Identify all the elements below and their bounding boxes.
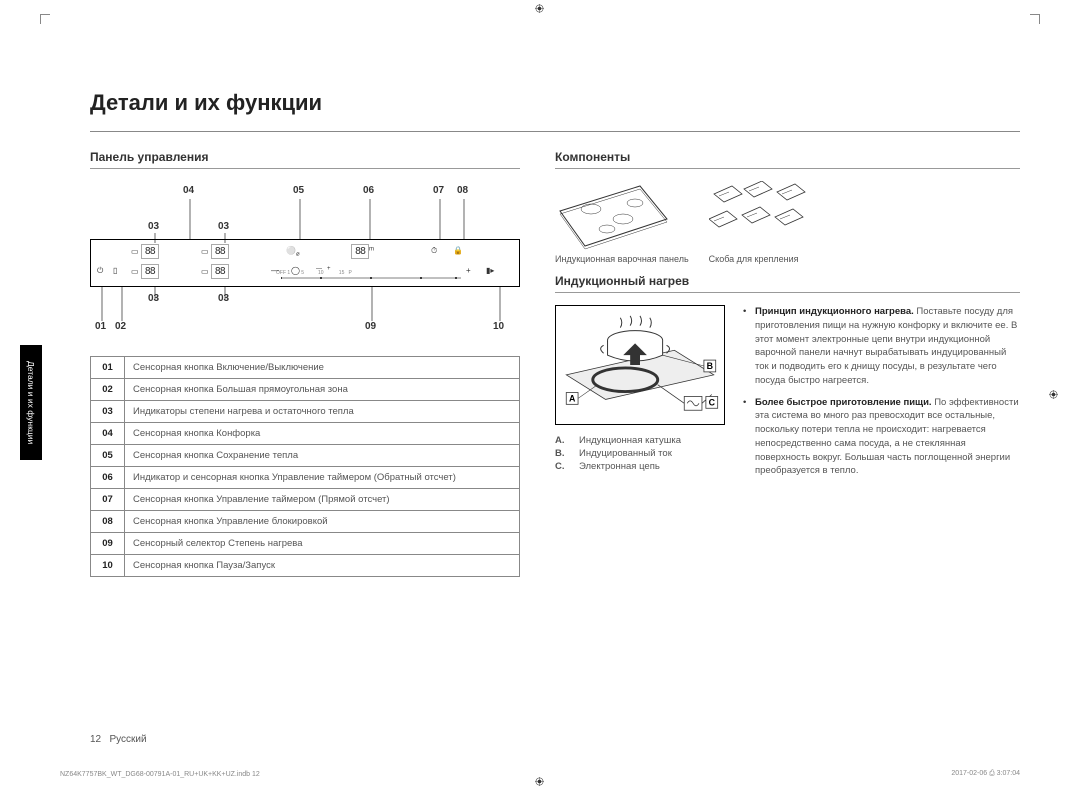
crop-mark-icon (1049, 390, 1058, 399)
legend-row: B. Индуцированный ток (555, 448, 725, 459)
table-desc: Сенсорная кнопка Большая прямоугольная з… (125, 379, 520, 401)
table-num: 10 (91, 555, 125, 577)
panel-outline: ▭ 88 ▭ 88 ⚪⌀ 88m ⏱ 🔒 ⏻ ▯ ▭ 88 ▭ 88 ◯ — + (90, 239, 520, 287)
callout-07: 07 (433, 185, 444, 196)
footer-meta-right: 2017-02-06 ⎙ 3:07:04 (951, 770, 1020, 778)
table-row: 07Сенсорная кнопка Управление таймером (… (91, 489, 520, 511)
table-desc: Индикаторы степени нагрева и остаточного… (125, 401, 520, 423)
table-desc: Сенсорная кнопка Управление блокировкой (125, 511, 520, 533)
induction-diagram: A B C A. Индукционная катушка B. Индуцирова… (555, 305, 725, 486)
table-num: 01 (91, 357, 125, 379)
induction-legend: A. Индукционная катушка B. Индуцированный т… (555, 435, 725, 472)
components-heading: Компоненты (555, 150, 1020, 169)
legend-key: A. (555, 435, 569, 446)
induction-bullet: Принцип индукционного нагрева. Поставьте… (743, 305, 1020, 388)
table-row: 09Сенсорный селектор Степень нагрева (91, 533, 520, 555)
control-panel-table: 01Сенсорная кнопка Включение/Выключение0… (90, 356, 520, 577)
bullet-text: Поставьте посуду для приготовления пищи … (755, 306, 1017, 386)
page-footer: 12 Русский (90, 734, 147, 745)
legend-val: Индуцированный ток (579, 448, 672, 459)
callout-03c: 03 (148, 293, 159, 304)
svg-text:B: B (707, 361, 713, 371)
legend-key: C. (555, 461, 569, 472)
table-num: 06 (91, 467, 125, 489)
crop-mark-icon (535, 777, 544, 786)
callout-01: 01 (95, 321, 106, 332)
table-row: 03Индикаторы степени нагрева и остаточно… (91, 401, 520, 423)
table-row: 06Индикатор и сенсорная кнопка Управлени… (91, 467, 520, 489)
callout-10: 10 (493, 321, 504, 332)
footer-meta-left: NZ64K7757BK_WT_DG68-00791A-01_RU+UK+KK+U… (60, 771, 260, 778)
component-cooktop-label: Индукционная варочная панель (555, 254, 689, 264)
component-cooktop: Индукционная варочная панель (555, 181, 689, 264)
callout-04: 04 (183, 185, 194, 196)
table-row: 02Сенсорная кнопка Большая прямоугольная… (91, 379, 520, 401)
table-num: 03 (91, 401, 125, 423)
table-row: 04Сенсорная кнопка Конфорка (91, 423, 520, 445)
table-desc: Сенсорный селектор Степень нагрева (125, 533, 520, 555)
callout-02: 02 (115, 321, 126, 332)
legend-row: A. Индукционная катушка (555, 435, 725, 446)
table-desc: Сенсорная кнопка Включение/Выключение (125, 357, 520, 379)
table-desc: Сенсорная кнопка Сохранение тепла (125, 445, 520, 467)
table-desc: Индикатор и сенсорная кнопка Управление … (125, 467, 520, 489)
induction-heading: Индукционный нагрев (555, 274, 1020, 293)
table-desc: Сенсорная кнопка Пауза/Запуск (125, 555, 520, 577)
corner-mark (40, 14, 50, 24)
table-desc: Сенсорная кнопка Управление таймером (Пр… (125, 489, 520, 511)
callout-03b: 03 (218, 221, 229, 232)
induction-bullet: Более быстрое приготовление пищи. По эфф… (743, 396, 1020, 479)
callout-05: 05 (293, 185, 304, 196)
callout-09: 09 (365, 321, 376, 332)
svg-text:A: A (569, 393, 576, 403)
page-number: 12 (90, 734, 101, 745)
svg-text:C: C (709, 397, 716, 407)
bullet-bold: Более быстрое приготовление пищи. (755, 397, 932, 408)
table-num: 02 (91, 379, 125, 401)
callout-03a: 03 (148, 221, 159, 232)
cooktop-icon (555, 181, 670, 251)
crop-mark-icon (535, 4, 544, 13)
control-panel-heading: Панель управления (90, 150, 520, 169)
component-brackets: Скоба для крепления (709, 181, 824, 264)
legend-key: B. (555, 448, 569, 459)
page: Детали и их функции Панель управления (0, 0, 1080, 617)
table-num: 05 (91, 445, 125, 467)
callout-08: 08 (457, 185, 468, 196)
table-num: 07 (91, 489, 125, 511)
component-brackets-label: Скоба для крепления (709, 254, 824, 264)
brackets-icon (709, 181, 824, 251)
right-column: Компоненты Индукционная варочная панель (555, 150, 1020, 577)
bullet-bold: Принцип индукционного нагрева. (755, 306, 914, 317)
table-num: 08 (91, 511, 125, 533)
control-panel-diagram: 04 05 06 07 08 03 03 ▭ 88 ▭ 88 ⚪⌀ 88m ⏱ (90, 181, 520, 341)
control-panel-section: Панель управления (90, 150, 520, 577)
legend-val: Индукционная катушка (579, 435, 681, 446)
corner-mark (1030, 14, 1040, 24)
legend-row: C. Электронная цепь (555, 461, 725, 472)
callout-06: 06 (363, 185, 374, 196)
table-row: 10Сенсорная кнопка Пауза/Запуск (91, 555, 520, 577)
bullet-text: По эффективности эта система во много ра… (755, 397, 1019, 477)
table-desc: Сенсорная кнопка Конфорка (125, 423, 520, 445)
page-lang: Русский (109, 734, 146, 745)
table-num: 09 (91, 533, 125, 555)
page-title: Детали и их функции (90, 90, 1020, 116)
table-num: 04 (91, 423, 125, 445)
induction-text: Принцип индукционного нагрева. Поставьте… (743, 305, 1020, 486)
callout-03d: 03 (218, 293, 229, 304)
side-tab: Детали и их функции (20, 345, 42, 460)
legend-val: Электронная цепь (579, 461, 660, 472)
table-row: 01Сенсорная кнопка Включение/Выключение (91, 357, 520, 379)
table-row: 05Сенсорная кнопка Сохранение тепла (91, 445, 520, 467)
table-row: 08Сенсорная кнопка Управление блокировко… (91, 511, 520, 533)
